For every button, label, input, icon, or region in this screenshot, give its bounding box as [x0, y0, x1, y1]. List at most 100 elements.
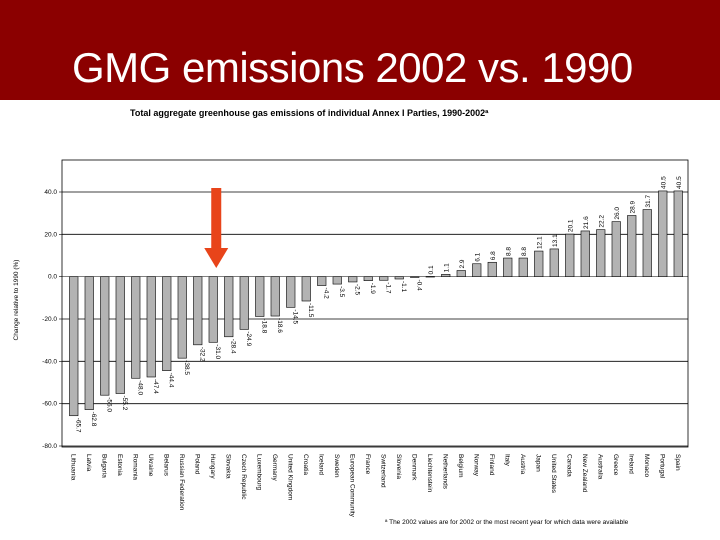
category-label: Czech Republic [240, 454, 247, 500]
bar [363, 276, 373, 281]
category-label: Luxembourg [255, 454, 262, 491]
bar [487, 261, 497, 277]
category-label: Greece [612, 454, 619, 476]
bar [239, 276, 249, 330]
bar [596, 229, 606, 277]
bar-value-label: -28.4 [229, 339, 236, 354]
bar-value-label: 6.1 [474, 252, 481, 261]
category-label: Japan [534, 454, 541, 472]
bar [84, 276, 94, 410]
bar-value-label: 8.8 [505, 247, 512, 256]
bar [301, 276, 311, 302]
category-label: Norway [472, 454, 479, 477]
bar-value-label: -32.2 [198, 347, 205, 362]
title-bar: GMG emissions 2002 vs. 1990 [0, 0, 720, 100]
category-label: Russian Federation [178, 454, 185, 511]
bar [518, 257, 528, 277]
y-axis-title: Change relative to 1990 (%) [13, 260, 20, 341]
bar [642, 209, 652, 277]
category-label: Austria [519, 454, 526, 475]
category-label: Switzerland [379, 454, 386, 488]
bar [146, 276, 156, 378]
plot-frame [61, 159, 689, 448]
bar-value-label: 20.1 [567, 219, 574, 232]
category-label: Italy [503, 454, 510, 467]
bar [410, 276, 420, 278]
bar [208, 276, 218, 343]
bar-value-label: 40.5 [676, 176, 683, 189]
bar [456, 270, 466, 277]
category-label: Romania [131, 454, 138, 480]
bar-value-label: -65.7 [74, 418, 81, 433]
category-label: Monaco [643, 454, 650, 478]
bar [425, 276, 435, 278]
bar [394, 276, 404, 280]
bar-value-label: 0.1 [428, 265, 435, 274]
bar-value-label: -55.2 [121, 396, 128, 411]
category-label: Liechtenstein [426, 454, 433, 493]
bar-value-label: -2.5 [353, 284, 360, 296]
category-label: Denmark [410, 454, 417, 481]
bar-value-label: 6.8 [490, 251, 497, 260]
bar [69, 276, 79, 417]
bar-value-label: -31.0 [214, 344, 221, 359]
bar [162, 276, 172, 371]
bar-value-label: -62.8 [90, 412, 97, 427]
bar-value-label: 2.9 [459, 259, 466, 268]
category-label: Hungary [209, 454, 216, 479]
emissions-bar-chart: Total aggregate greenhouse gas emissions… [13, 108, 689, 526]
bar [534, 250, 544, 277]
bar-value-label: 8.8 [521, 247, 528, 256]
bar-value-label: 22.2 [598, 215, 605, 228]
bar [565, 233, 575, 277]
bar [317, 276, 327, 286]
bars-group: -65.7 -62.8 -56.0 -55.2 -48.0 -47.4 -44.4 -38.5… [69, 176, 683, 433]
y-tick-label: 20.0 [44, 231, 57, 238]
category-label: Estonia [116, 454, 123, 476]
bar-value-label: -1.7 [384, 282, 391, 294]
category-label: Croatia [302, 454, 309, 475]
category-label: United States [550, 454, 557, 494]
category-label: Netherlands [441, 454, 448, 490]
category-label: Finland [488, 454, 495, 476]
y-tick-label: 40.0 [44, 189, 57, 196]
y-tick-label: -60.0 [42, 401, 57, 408]
bar-value-label: -0.4 [415, 280, 422, 292]
bar [673, 190, 683, 277]
y-tick-label: -20.0 [42, 316, 57, 323]
bar [286, 276, 296, 308]
bar [115, 276, 125, 394]
category-label: Spain [674, 454, 681, 471]
category-label: Canada [565, 454, 572, 477]
bar-value-label: -24.9 [245, 331, 252, 346]
category-label: Sweden [333, 454, 340, 478]
bar-value-label: -11.5 [307, 303, 314, 318]
category-label: Iceland [317, 454, 324, 475]
category-label: Latvia [85, 454, 92, 472]
bar-value-label: 31.7 [645, 195, 652, 208]
bar [131, 276, 141, 379]
bar [379, 276, 389, 281]
category-label: United Kingdom [286, 454, 293, 500]
bar-value-label: -44.4 [167, 373, 174, 388]
category-label: Belgium [457, 454, 464, 477]
y-tick-label: -80.0 [42, 443, 57, 450]
bar [441, 274, 451, 277]
bar [348, 276, 358, 283]
bar [627, 215, 637, 277]
bar [658, 190, 668, 277]
chart-footnote: ª The 2002 values are for 2002 or the mo… [385, 519, 629, 526]
bar [611, 221, 621, 277]
bar-value-label: 26.0 [614, 207, 621, 220]
category-label: Ukraine [147, 454, 154, 477]
bar-value-label: 13.1 [552, 234, 559, 247]
bar [270, 276, 280, 317]
bar-value-label: -1.9 [369, 283, 376, 295]
bar [100, 276, 110, 396]
bar-value-label: -1.1 [400, 281, 407, 293]
bar-value-label: -47.4 [152, 379, 159, 394]
category-label: Lithuania [69, 454, 76, 481]
bar-value-label: 12.1 [536, 236, 543, 249]
bar-value-label: -38.5 [183, 360, 190, 375]
category-label: Poland [193, 454, 200, 475]
